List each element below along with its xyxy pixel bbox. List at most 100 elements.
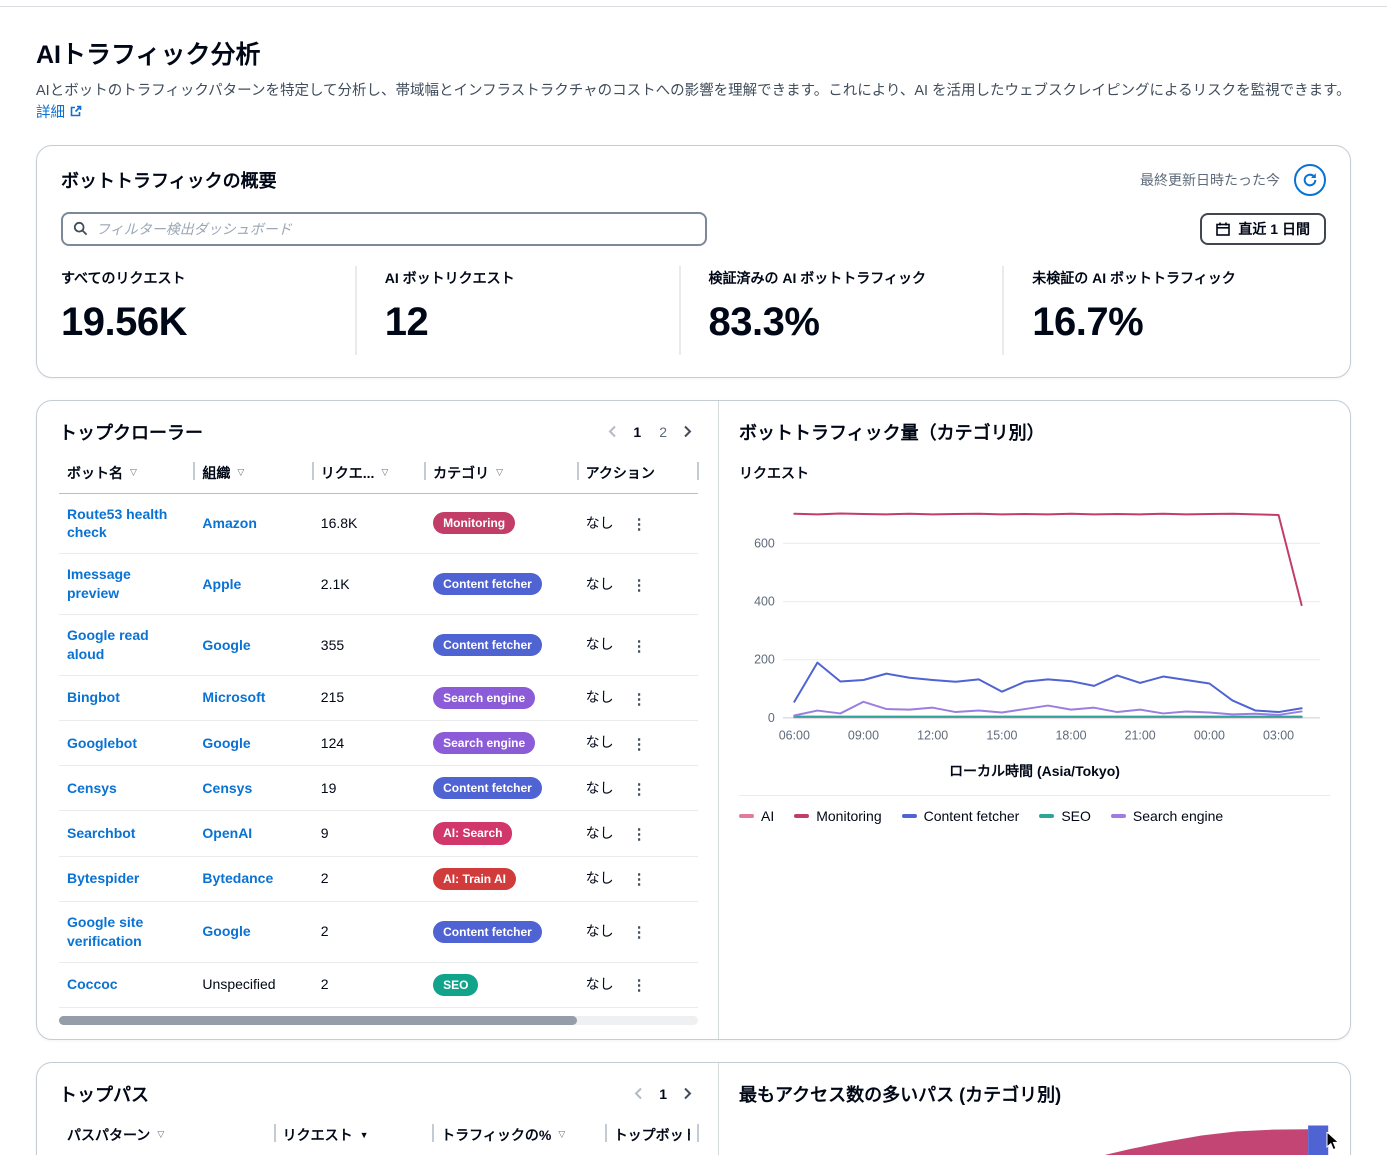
pagination-page-2[interactable]: 2 [651,420,675,444]
requests-cell: 9 [312,810,426,857]
sort-desc-icon: ▼ [359,1129,369,1140]
svg-text:18:00: 18:00 [1055,728,1086,742]
learn-more-label: 詳細 [36,104,65,121]
organization-link[interactable]: Google [202,734,251,751]
row-actions-button[interactable]: ⋮ [631,826,647,844]
column-label: パスパターン [67,1126,151,1143]
pagination-next-button[interactable] [677,421,698,442]
row-actions-button[interactable]: ⋮ [631,735,647,753]
pagination-prev-button[interactable] [628,1083,649,1104]
organization-link[interactable]: Amazon [202,514,257,531]
bot-name-link[interactable]: Route53 health check [67,505,168,541]
row-actions-button[interactable]: ⋮ [631,516,647,534]
filter-search[interactable] [61,211,707,246]
refresh-button[interactable] [1294,163,1326,196]
action-cell: なし ⋮ [577,493,698,555]
learn-more-link[interactable]: 詳細 [36,105,82,121]
pagination-page-1[interactable]: 1 [625,420,649,444]
column-header-3[interactable]: カテゴリ ▽ [425,452,580,494]
bot-name-link[interactable]: Bytespider [67,870,140,887]
crawler-table-row: Bingbot Microsoft 215 Search engine なし ⋮ [59,675,698,722]
bot-name-link[interactable]: Google read aloud [67,627,149,662]
stat-label: 未検証の AI ボットトラフィック [1032,269,1236,286]
y-axis-title: リクエスト [739,464,809,481]
row-actions-button[interactable]: ⋮ [631,576,647,594]
stat-value: 83.3% [708,299,820,344]
filter-row: 直近 1 日間 [61,211,1326,246]
row-actions-button[interactable]: ⋮ [631,690,647,708]
legend-item-monitoring[interactable]: Monitoring [794,808,882,824]
organization-link[interactable]: Microsoft [202,689,266,706]
row-actions-button[interactable]: ⋮ [631,924,647,942]
bot-name-link[interactable]: Imessage preview [67,566,131,602]
category-badge: Content fetcher [433,633,542,657]
legend-item-seo[interactable]: SEO [1039,808,1091,824]
svg-text:15:00: 15:00 [986,728,1017,742]
organization-link[interactable]: Google [202,923,251,940]
organization-link[interactable]: Apple [202,575,242,592]
external-link-icon [70,105,82,117]
bot-name-link[interactable]: Searchbot [67,825,136,842]
row-actions-button[interactable]: ⋮ [631,780,647,798]
pagination-next-button[interactable] [677,1083,698,1104]
column-header-inner: アクション [586,463,655,483]
legend-item-ai[interactable]: AI [739,808,774,824]
bot-name-cell: Bingbot [59,675,195,722]
column-header-2[interactable]: リクエ... ▽ [312,452,427,494]
legend-item-content-fetcher[interactable]: Content fetcher [901,808,1020,825]
column-header-2[interactable]: トラフィックの% ▽ [433,1114,607,1155]
bot-name-link[interactable]: Bingbot [67,689,120,706]
column-header-0[interactable]: ボット名 ▽ [59,452,196,494]
column-header-3[interactable]: トップボット [605,1114,700,1155]
organization-link[interactable]: Google [202,636,251,653]
action-cell: なし ⋮ [577,962,698,1008]
column-label: アクション [585,464,655,481]
scrollbar-thumb[interactable] [59,1015,577,1025]
column-header-inner: リクエスト ▼ [283,1125,369,1145]
date-range-button[interactable]: 直近 1 日間 [1200,212,1326,245]
legend-label: Content fetcher [923,808,1020,825]
svg-text:200: 200 [754,652,775,666]
organization-cell: Bytedance [194,856,313,902]
bot-name-link[interactable]: Google site verification [67,913,144,949]
category-badge: SEO [433,973,479,996]
organization-link[interactable]: Censys [202,779,253,796]
row-actions-button[interactable]: ⋮ [631,977,647,995]
row-actions-button[interactable]: ⋮ [631,871,647,889]
pagination-page-1[interactable]: 1 [651,1082,675,1106]
pagination-prev-button[interactable] [602,421,623,442]
column-header-inner: カテゴリ ▽ [433,463,503,483]
horizontal-scrollbar[interactable] [59,1015,698,1025]
organization-link[interactable]: OpenAI [202,825,253,842]
organization-link[interactable]: Bytedance [202,870,274,887]
column-header-1[interactable]: リクエスト ▼ [274,1114,435,1155]
crawlers-title: トップクローラー [59,422,203,443]
column-header-1[interactable]: 組織 ▽ [194,452,315,494]
row-actions-button[interactable]: ⋮ [631,637,647,655]
bot-name-link[interactable]: Censys [67,779,117,796]
column-header-0[interactable]: パスパターン ▽ [59,1114,276,1155]
legend-label: Search engine [1132,808,1224,825]
page-description: AIとボットのトラフィックパターンを特定して分析し、帯域幅とインフラストラクチャ… [36,81,1351,125]
column-label: トップボット [613,1126,690,1143]
legend-item-search-engine[interactable]: Search engine [1110,808,1224,825]
paths-panel: トップパス 1 パスパターン▽リクエスト▼トラフィックの%▽トップボット▶19.… [36,1061,1351,1155]
action-label: なし [585,575,614,592]
bot-name-cell: Googlebot [59,720,195,767]
action-label: なし [585,870,614,887]
svg-text:00:00: 00:00 [1194,728,1225,742]
overview-title: ボットトラフィックの概要 [61,170,277,191]
action-cell: なし ⋮ [577,856,698,902]
search-input[interactable] [96,220,695,237]
crawler-table-row: Searchbot OpenAI 9 AI: Search なし ⋮ [59,810,698,857]
stat-label: 検証済みの AI ボットトラフィック [708,269,927,286]
legend-swatch [901,814,917,819]
bot-name-cell: Searchbot [59,810,195,857]
traffic-line-chart: 0 200 400 600 06:00 09:00 12:00 15:00 18:00 21:00… [754,511,1321,742]
paths-title: トップパス [59,1084,149,1105]
column-header-4[interactable]: アクション [577,452,700,494]
bot-name-link[interactable]: Coccoc [67,976,118,993]
column-label: 組織 [202,464,231,481]
organization-text: Unspecified [202,976,276,993]
bot-name-link[interactable]: Googlebot [67,734,137,751]
